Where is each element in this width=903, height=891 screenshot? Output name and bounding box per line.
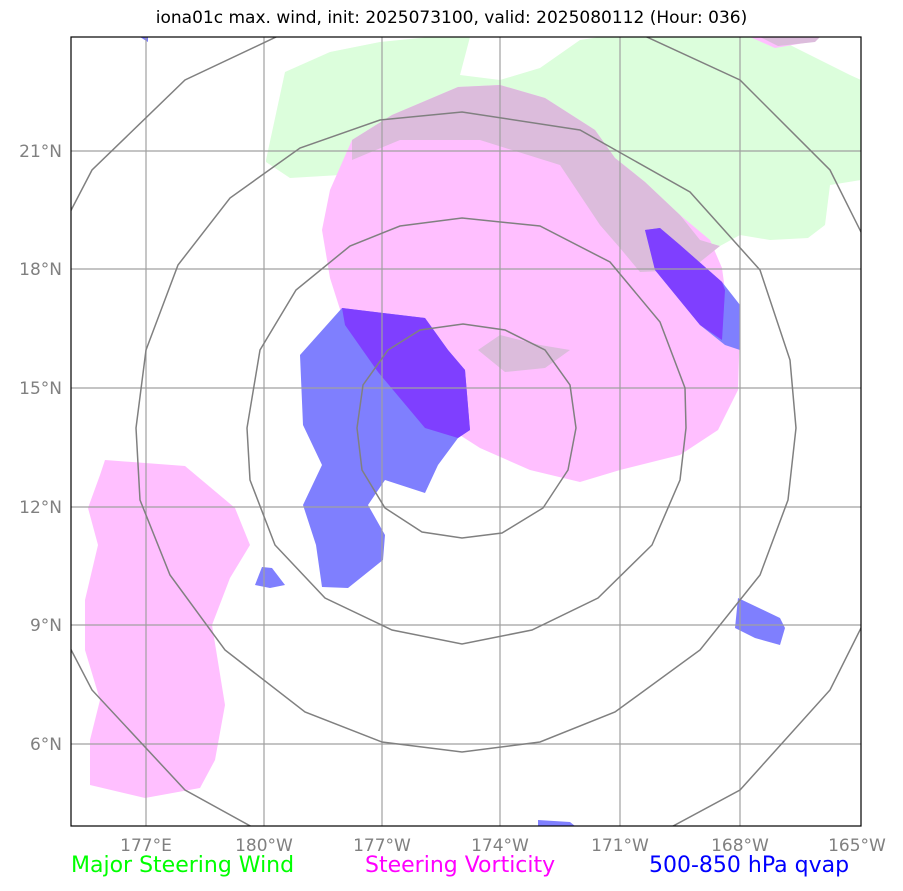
lat-tick-label: 9°N xyxy=(30,616,62,636)
lon-tick-label: 165°W xyxy=(828,836,886,856)
lat-tick-label: 12°N xyxy=(19,498,62,518)
map-frame xyxy=(70,36,862,827)
lon-tick-label: 180°W xyxy=(235,836,293,856)
lat-tick-label: 6°N xyxy=(30,735,62,755)
qvap-areas xyxy=(140,37,785,826)
longitude-ticks: 177°E 180°W 177°W 174°W 171°W 168°W 165°… xyxy=(120,836,886,856)
map-title: iona01c max. wind, init: 2025073100, val… xyxy=(155,8,748,28)
wind-vorticity-overlap-area xyxy=(352,85,720,272)
legend-steering-vorticity: Steering Vorticity xyxy=(365,853,556,878)
range-ring xyxy=(356,323,577,539)
range-ring xyxy=(71,37,861,826)
legend-steering-wind: Major Steering Wind xyxy=(71,853,295,878)
qvap-vorticity-overlap-area xyxy=(645,228,725,340)
lon-tick-label: 171°W xyxy=(591,836,649,856)
legend-qvap: 500-850 hPa qvap xyxy=(649,853,850,878)
qvap-area xyxy=(255,567,285,588)
range-ring xyxy=(135,111,797,753)
lat-tick-label: 21°N xyxy=(19,142,62,162)
lat-tick-label: 15°N xyxy=(19,379,62,399)
wind-vorticity-overlap-area xyxy=(760,37,820,46)
lon-tick-label: 168°W xyxy=(711,836,769,856)
wind-vorticity-overlap-area xyxy=(478,335,570,372)
lon-tick-label: 177°W xyxy=(353,836,411,856)
lon-tick-label: 177°E xyxy=(120,836,172,856)
gridlines xyxy=(71,37,861,826)
qvap-vorticity-overlap-area xyxy=(342,308,470,438)
lon-tick-label: 174°W xyxy=(471,836,529,856)
range-rings xyxy=(71,37,861,826)
latitude-ticks: 21°N 18°N 15°N 12°N 9°N 6°N xyxy=(19,142,62,755)
steering-vorticity-area xyxy=(85,460,250,798)
qvap-area xyxy=(735,598,785,645)
range-ring xyxy=(246,217,687,645)
lat-tick-label: 18°N xyxy=(19,260,62,280)
qvap-area xyxy=(538,820,575,826)
qvap-area xyxy=(140,37,148,42)
